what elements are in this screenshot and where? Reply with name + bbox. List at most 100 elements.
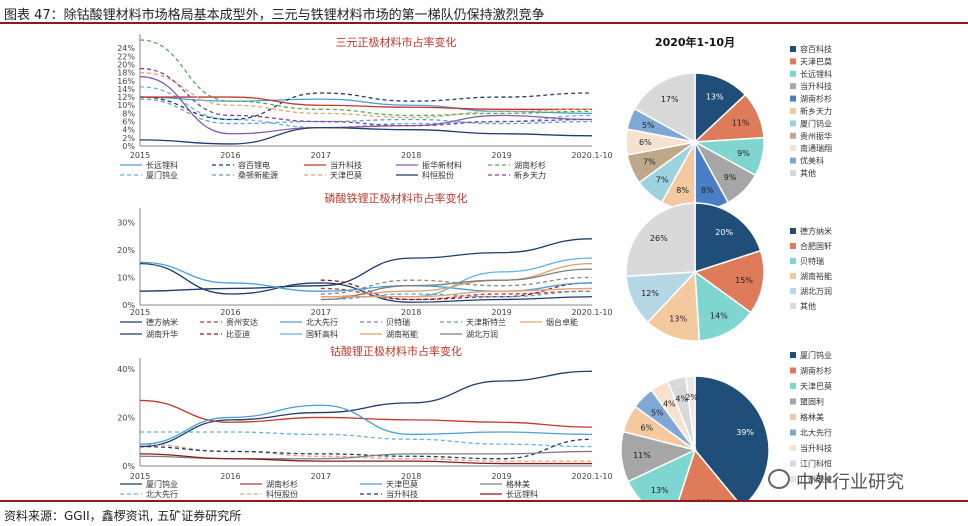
legend-swatch [790, 58, 796, 65]
legend-label: 厦门钨业 [800, 350, 832, 360]
series-line [139, 370, 593, 448]
x-tick-label: 2018 [401, 308, 421, 317]
series-line [140, 431, 593, 448]
legend-label: 湖南杉杉 [800, 366, 832, 376]
legend-label: 格林美 [506, 479, 530, 489]
x-tick-label: 2016 [220, 151, 240, 160]
legend-label: 科恒股份 [266, 489, 298, 499]
pie-data-label: 4% [675, 394, 688, 403]
series-line [139, 39, 593, 117]
charts-canvas: 三元正极材料市占率变化0%2%4%6%8%10%12%14%16%18%20%2… [117, 34, 832, 500]
pie-slice [677, 448, 738, 500]
series-line [320, 279, 593, 301]
legend-label: 南通瑞翔 [800, 143, 832, 153]
y-tick-label: 4% [122, 126, 135, 135]
legend-swatch [790, 352, 796, 358]
pie-data-label: 17% [661, 95, 679, 104]
y-tick-label: 10% [117, 101, 135, 110]
y-tick-label: 12% [117, 93, 135, 102]
pie-data-label: 13% [669, 315, 687, 324]
legend-label: 其他 [800, 168, 816, 178]
chart-title: 钴酸锂正极材料市占率变化 [330, 344, 462, 358]
x-tick-label: 2015 [130, 308, 150, 317]
y-tick-label: 6% [122, 118, 135, 127]
legend-label: 天津斯特兰 [466, 317, 506, 327]
series-line [139, 71, 593, 119]
series-line [320, 287, 593, 298]
legend-label: 盟固利 [800, 397, 824, 407]
x-tick-label: 2016 [220, 472, 240, 481]
x-tick-label: 2020.1-10 [571, 151, 612, 160]
pie-data-label: 20% [715, 228, 733, 237]
legend-label: 北大先行 [146, 489, 178, 499]
legend-label: 新乡天力 [800, 106, 832, 116]
pie-data-label: 11% [732, 118, 750, 127]
y-tick-label: 2% [122, 134, 135, 143]
legend-swatch [790, 228, 796, 234]
y-tick-label: 20% [117, 413, 135, 422]
series-line [320, 276, 593, 295]
legend-label: 当升科技 [800, 81, 832, 91]
legend-label: 当升科技 [386, 489, 418, 499]
legend-swatch [790, 445, 796, 451]
y-tick-label: 20% [117, 246, 135, 255]
legend-label: 厦门钨业 [146, 170, 178, 180]
legend-label: 天津巴莫 [800, 56, 832, 66]
legend-label: 容百科技 [800, 44, 832, 54]
pie-slice [627, 448, 697, 500]
pie-data-label: 6% [640, 423, 653, 432]
legend-swatch [790, 288, 796, 294]
legend-label: 格林美 [800, 412, 824, 422]
legend-label: 振华新材料 [422, 160, 462, 170]
legend-label: 长远锂科 [800, 69, 832, 79]
legend-swatch [790, 70, 796, 77]
legend-label: 长远锂科 [506, 489, 538, 499]
x-tick-label: 2019 [491, 151, 511, 160]
legend-label: 厦门钨业 [800, 118, 832, 128]
chart-title: 磷酸铁锂正极材料市占率变化 [325, 191, 468, 205]
legend-label: 湖南升华 [146, 329, 178, 339]
legend-swatch [790, 157, 796, 164]
x-tick-label: 2020.1-10 [571, 308, 612, 317]
legend-label: 优美科 [800, 156, 824, 166]
pie-slice [694, 72, 747, 144]
y-tick-label: 14% [117, 85, 135, 94]
x-tick-label: 2019 [491, 472, 511, 481]
series-line [139, 404, 593, 445]
legend-label: 北大先行 [800, 428, 832, 438]
chart-title: 三元正极材料市占率变化 [336, 35, 457, 49]
pie-data-label: 2% [685, 393, 698, 402]
source-note: 资料来源：GGII，鑫椤资讯, 五矿证券研究所 [4, 509, 242, 523]
x-tick-label: 2020.1-10 [571, 472, 612, 481]
series-line [139, 438, 593, 460]
legend-swatch [790, 398, 796, 405]
legend-swatch [790, 120, 796, 127]
pie-data-label: 6% [639, 138, 652, 147]
figure-title: 图表 47：除钴酸锂材料市场格局基本成型外，三元与铁锂材料市场的第一梯队仍保持激… [0, 0, 968, 24]
pie-slice [693, 249, 765, 314]
pie-slice [625, 202, 696, 278]
x-tick-label: 2018 [401, 472, 421, 481]
pie-data-label: 26% [650, 234, 668, 243]
legend-label: 贝特瑞 [800, 256, 824, 266]
legend-label: 湖南杉杉 [266, 479, 298, 489]
legend-label: 湖南杉杉 [800, 94, 832, 104]
legend-swatch [790, 46, 796, 52]
legend-swatch [790, 132, 796, 139]
legend-swatch [790, 273, 796, 279]
wechat-icon [768, 469, 790, 489]
legend-label: 新乡天力 [514, 170, 546, 180]
pie-data-label: 5% [651, 408, 664, 417]
legend-label: 合肥国轩 [800, 241, 832, 251]
pie-slice [694, 202, 762, 274]
x-tick-label: 2017 [311, 308, 331, 317]
x-tick-label: 2019 [491, 308, 511, 317]
legend-label: 当升科技 [330, 160, 362, 170]
series-line [139, 262, 593, 303]
pie-data-label: 39% [736, 428, 754, 437]
series-line [139, 98, 593, 125]
title-rule [0, 22, 968, 24]
pie-data-label: 5% [642, 121, 655, 130]
series-line [140, 96, 592, 110]
legend-label: 比亚迪 [226, 329, 250, 339]
